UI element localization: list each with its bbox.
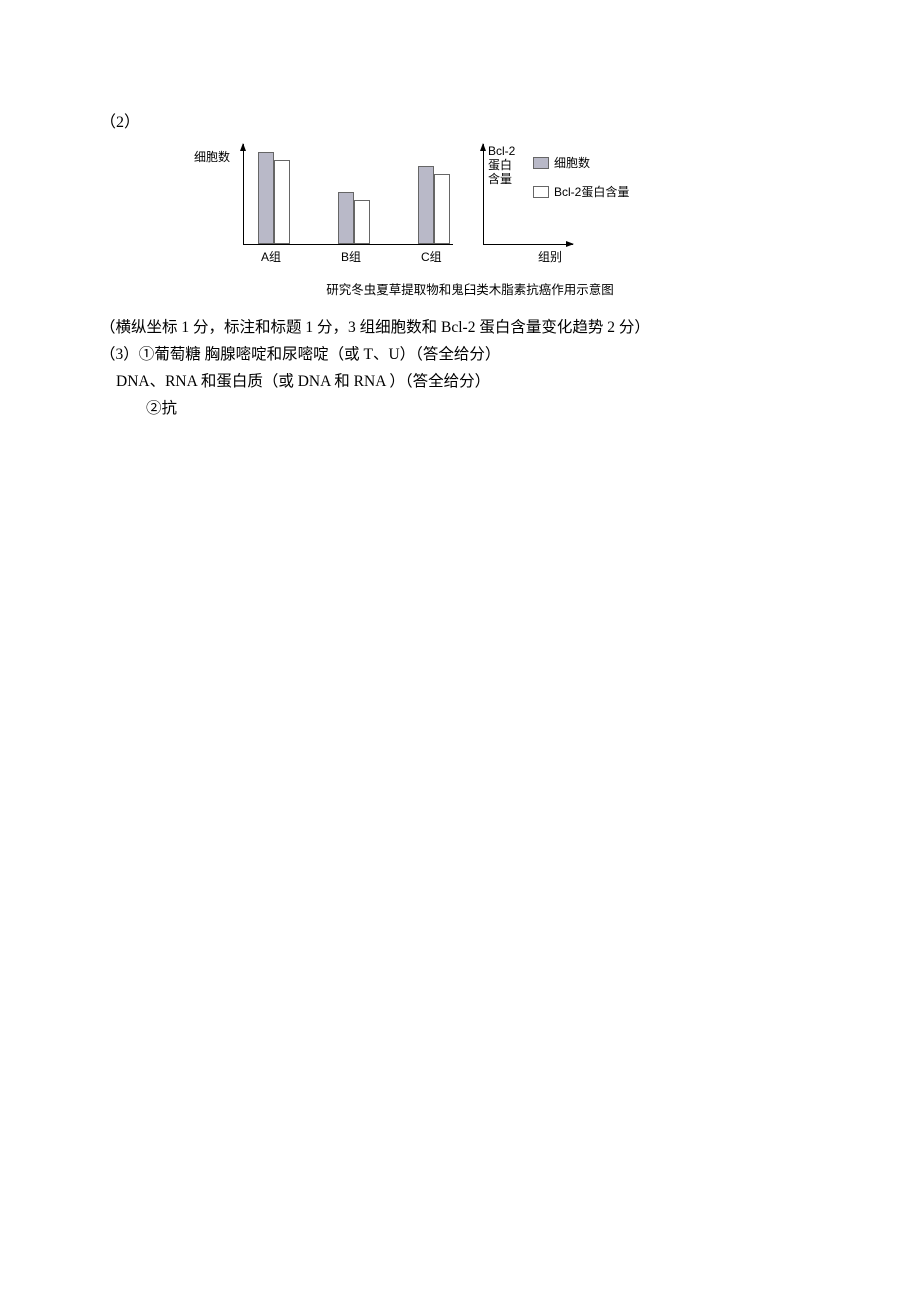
bar xyxy=(434,174,450,244)
q3-part2: ②抗 xyxy=(100,395,820,422)
legend-swatch xyxy=(533,186,549,198)
bar xyxy=(274,160,290,244)
bars-host xyxy=(188,144,718,244)
bar xyxy=(354,200,370,244)
q3-part1b: DNA、RNA 和蛋白质（或 DNA 和 RNA ）（答全给分） xyxy=(100,368,820,395)
bar xyxy=(258,152,274,244)
legend-swatch xyxy=(533,157,549,169)
x-tick-label: B组 xyxy=(341,248,361,267)
chart-caption: 研究冬虫夏草提取物和鬼臼类木脂素抗癌作用示意图 xyxy=(120,280,820,300)
chart-axes: 细胞数 Bcl-2 蛋白 含量 A组B组C组 组别 xyxy=(188,144,718,254)
legend-label: 细胞数 xyxy=(554,154,590,173)
legend-item: Bcl-2蛋白含量 xyxy=(533,183,629,202)
scoring-note: （横纵坐标 1 分，标注和标题 1 分，3 组细胞数和 Bcl-2 蛋白含量变化… xyxy=(100,314,820,341)
x-axis-right xyxy=(483,244,573,245)
bar xyxy=(338,192,354,244)
x-tick-label: C组 xyxy=(421,248,442,267)
bar-chart: 细胞数 Bcl-2 蛋白 含量 A组B组C组 组别 细胞数 Bcl-2蛋白含量 xyxy=(188,144,718,274)
q3-part1: （3）①葡萄糖 胸腺嘧啶和尿嘧啶（或 T、U）（答全给分） xyxy=(100,341,820,368)
x-tick-label: A组 xyxy=(261,248,281,267)
chart-legend: 细胞数 Bcl-2蛋白含量 xyxy=(533,154,629,212)
legend-label: Bcl-2蛋白含量 xyxy=(554,183,629,202)
x-axis-label: 组别 xyxy=(538,248,562,267)
section-label: （2） xyxy=(100,110,820,136)
x-axis-left xyxy=(243,244,453,245)
legend-item: 细胞数 xyxy=(533,154,629,173)
bar xyxy=(418,166,434,244)
